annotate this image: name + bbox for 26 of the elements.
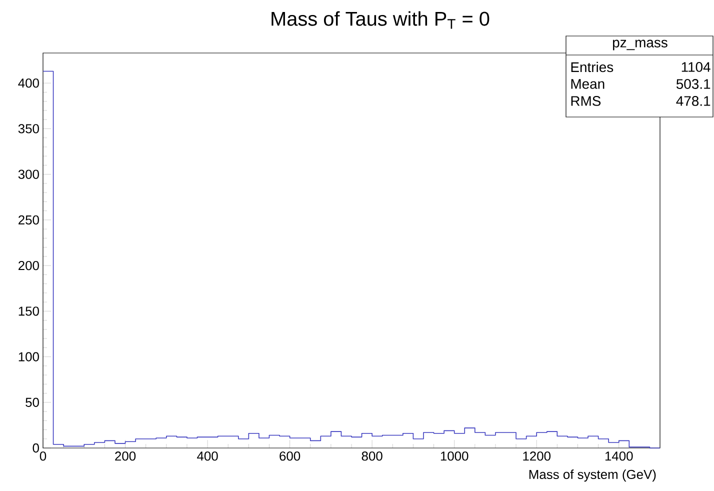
text: 478.1 xyxy=(676,96,710,106)
x-tick-label: 1400 xyxy=(605,452,633,461)
text: 1104 xyxy=(682,62,710,72)
x-tick-label: 0 xyxy=(40,452,46,461)
x-tick-label: 600 xyxy=(280,452,300,461)
y-tick-label: 150 xyxy=(18,306,39,316)
x-tick-label: 800 xyxy=(362,452,382,461)
annotation: Entries xyxy=(571,62,614,72)
x-tick-label: 1200 xyxy=(523,452,551,461)
x-axis-title: Mass of system (GeV) xyxy=(529,470,656,482)
y-tick-label: 50 xyxy=(26,398,39,407)
x-tick-label: 200 xyxy=(115,452,136,461)
y-tick-label: 250 xyxy=(18,215,39,225)
chart-title: Mass of Taus with P$_{T}$ = 0 xyxy=(272,11,490,29)
x-tick-label: 1000 xyxy=(440,452,468,461)
x-tick-label: 400 xyxy=(197,452,218,461)
text: 503.1 xyxy=(676,79,710,89)
y-tick-label: 200 xyxy=(18,260,39,270)
y-tick-label: 400 xyxy=(18,78,39,88)
y-tick-label: 350 xyxy=(18,124,39,134)
annotation: RMS xyxy=(571,96,601,106)
y-tick-label: 100 xyxy=(18,352,39,362)
y-tick-label: 300 xyxy=(18,170,39,179)
annotation: Mean xyxy=(571,79,604,89)
text: pz_mass xyxy=(613,40,668,50)
y-tick-label: 0 xyxy=(32,443,39,453)
